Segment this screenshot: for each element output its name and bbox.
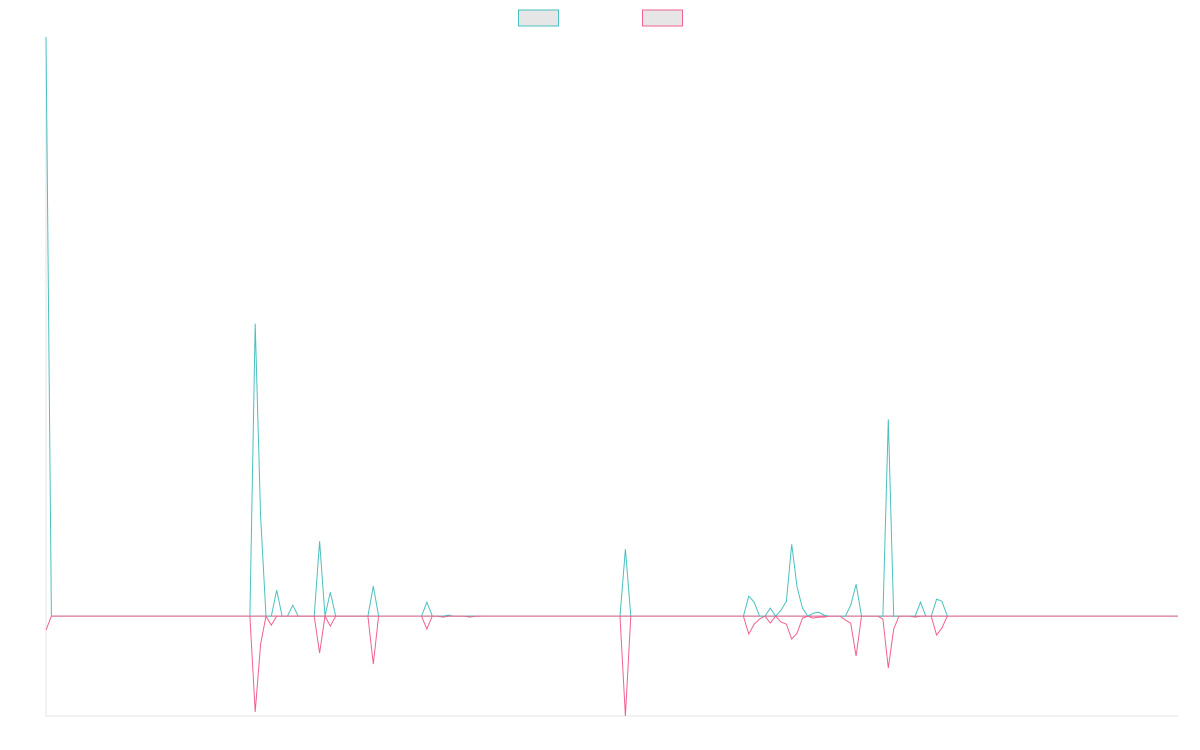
series-1-segment-2	[249, 323, 380, 617]
series-1-segment-4	[619, 549, 632, 617]
series-1-segment-5	[742, 419, 948, 617]
series-1-segment-1	[45, 36, 52, 617]
series-1-segment-3	[421, 600, 481, 617]
series-2-segment-6	[45, 615, 52, 631]
series-lines	[45, 36, 1178, 717]
legend-swatch-series-1[interactable]	[518, 9, 559, 27]
series-2-segment-8	[421, 615, 481, 631]
series-2-segment-7	[249, 614, 380, 713]
axes	[45, 37, 1178, 717]
series-2-segment-9	[619, 616, 632, 717]
legend-swatch-series-2[interactable]	[642, 9, 683, 27]
legend	[518, 9, 683, 27]
series-2-segment-10	[742, 615, 948, 669]
